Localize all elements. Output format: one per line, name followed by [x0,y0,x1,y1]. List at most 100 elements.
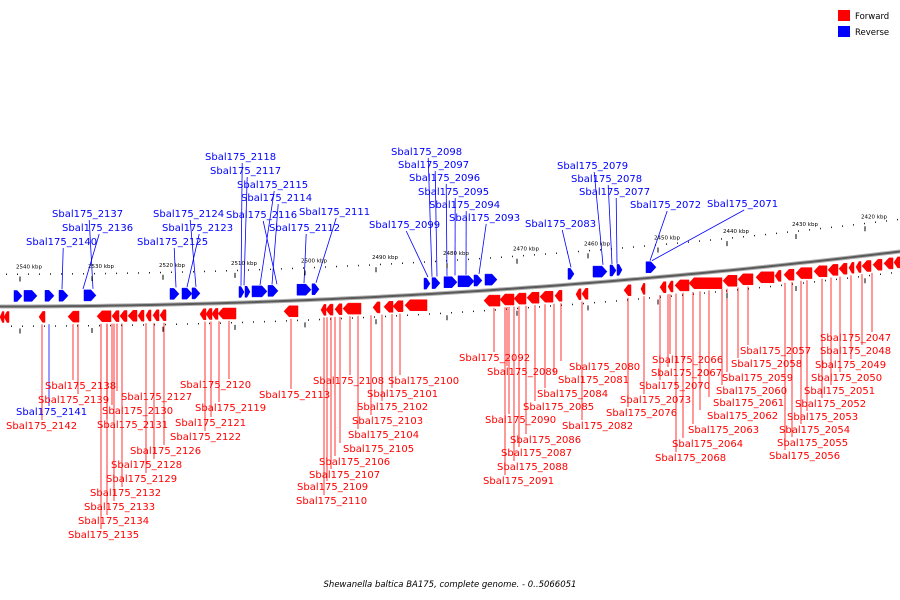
reverse-gene-arrow [44,290,55,302]
track-dot [347,265,348,267]
reverse-gene-arrow [616,264,623,276]
track-dot [506,308,507,310]
track-dot [539,306,540,308]
track-dot [380,263,381,266]
track-dot [600,249,601,251]
reverse-gene-arrow [443,276,458,288]
track-dot [638,298,639,300]
track-dot [396,315,397,317]
track-dot [237,269,238,272]
reverse-gene-label: Sbal175_2095 [418,187,489,198]
forward-gene-arrow [205,308,213,320]
reverse-gene-label: Sbal175_2116 [226,210,297,221]
forward-gene-label: Sbal175_2090 [485,415,556,426]
track-dot [220,322,221,324]
forward-gene-label: Sbal175_2073 [620,395,691,406]
track-dot [545,253,546,255]
legend-reverse-swatch [838,26,850,37]
forward-gene-arrow [127,310,138,322]
reverse-gene-label: Sbal175_2079 [557,161,628,172]
track-dot [457,259,458,261]
forward-gene-arrow [783,268,795,281]
forward-gene-label: Sbal175_2133 [84,502,155,513]
track-dot [627,299,628,301]
forward-gene-label: Sbal175_2081 [558,375,629,386]
track-dot [61,273,62,275]
forward-gene-arrow [145,309,152,322]
reverse-gene-label: Sbal175_2111 [299,207,370,218]
track-dot [413,261,414,264]
forward-gene-arrow [755,271,775,284]
forward-gene-arrow [795,267,813,279]
track-dot [242,321,243,324]
forward-gene-label: Sbal175_2082 [562,421,633,432]
forward-gene-label: Sbal175_2059 [722,373,793,384]
reverse-leader-line [649,210,668,261]
leader-lines [41,157,873,529]
forward-gene-label: Sbal175_2076 [606,408,677,419]
track-dot [275,320,276,323]
scale-tick-label: 2540 kbp [16,265,42,271]
reverse-gene-arrow [238,286,245,298]
forward-gene-arrow [539,290,554,303]
track-dot [897,218,898,221]
reverse-leader-line [262,220,278,285]
forward-gene-label: Sbal175_2084 [537,389,608,400]
track-dot [182,271,183,273]
forward-gene-label: Sbal175_2057 [740,346,811,357]
forward-gene-label: Sbal175_2060 [716,386,787,397]
track-dot [633,246,634,248]
track-dot [28,273,29,275]
forward-gene-label: Sbal175_2107 [309,470,380,481]
track-dot [831,226,832,229]
reverse-gene-arrow [58,289,69,302]
reverse-gene-label: Sbal175_2077 [579,187,650,198]
track-dot [677,242,678,244]
reverse-leader-line [189,219,197,287]
track-dot [490,257,491,259]
track-dot [798,230,799,232]
forward-gene-arrow [872,258,883,271]
forward-gene-arrow [372,301,381,314]
reverse-leader-line [427,157,433,277]
forward-gene-label: Sbal175_2089 [487,367,558,378]
reverse-gene-arrow [251,285,268,298]
scale-tick-label: 2480 kbp [443,251,469,257]
forward-gene-label: Sbal175_2061 [713,398,784,409]
track-dot [303,267,304,269]
track-dot [649,297,650,299]
forward-gene-label: Sbal175_2086 [510,435,581,446]
reverse-gene-label: Sbal175_2137 [52,209,123,220]
forward-gene-label: Sbal175_2053 [787,412,858,423]
reverse-leader-line [651,209,745,261]
reverse-gene-label: Sbal175_2141 [16,407,87,418]
reverse-gene-arrow [296,283,312,296]
track-dot [594,301,595,304]
track-dot [39,273,40,275]
forward-gene-label: Sbal175_2101 [367,389,438,400]
forward-gene-label: Sbal175_2103 [352,416,423,427]
track-dot [473,310,474,313]
track-dot [666,243,667,245]
forward-gene-arrow [119,310,128,322]
track-dot [22,325,23,327]
track-dot [204,270,205,273]
track-dot [462,311,463,313]
track-dot [737,289,738,291]
track-dot [495,309,496,311]
forward-gene-arrow [392,300,404,312]
scale-tick-label: 2520 kbp [159,263,185,269]
track-dot [407,314,408,316]
forward-gene-label: Sbal175_2049 [815,360,886,371]
forward-gene-arrow [404,299,428,311]
track-dot [209,322,210,325]
forward-gene-label: Sbal175_2066 [652,355,723,366]
track-dot [374,316,375,318]
forward-gene-arrow [0,311,5,323]
track-dot [110,324,111,327]
track-dot [754,234,755,237]
forward-gene-arrow [526,291,540,304]
forward-gene-label: Sbal175_2092 [459,353,530,364]
track-dot [820,227,821,230]
